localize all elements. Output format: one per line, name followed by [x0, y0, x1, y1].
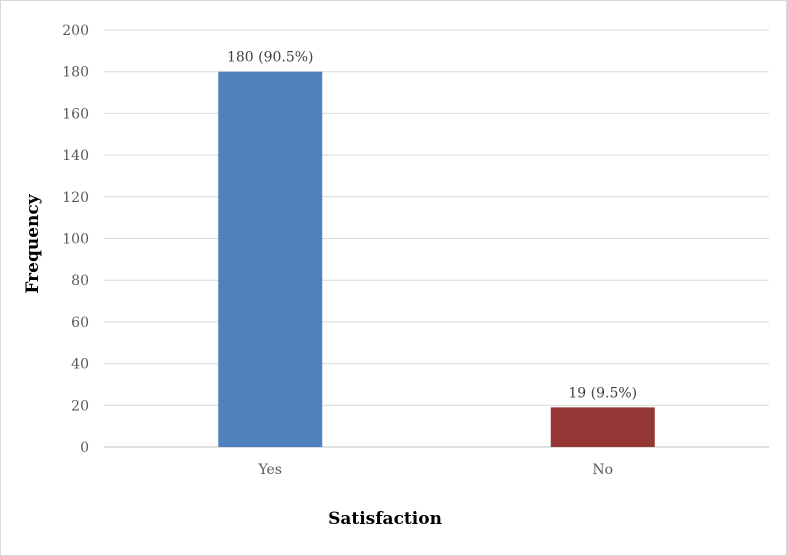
x-tick-label: Yes	[258, 462, 283, 478]
y-tick-label: 180	[62, 65, 89, 81]
y-tick-label: 0	[80, 440, 89, 456]
y-tick-label: 120	[62, 190, 89, 206]
y-tick-label: 200	[62, 23, 89, 39]
y-axis-ticks: 0 20 40 60 80 100 120 140 160 180 200	[62, 23, 89, 456]
y-tick-label: 20	[71, 398, 89, 414]
y-axis-title: Frequency	[23, 193, 43, 293]
y-tick-label: 40	[71, 357, 89, 373]
y-tick-label: 80	[71, 273, 89, 289]
gridlines	[104, 29, 769, 448]
x-axis-ticks: Yes No	[258, 462, 614, 478]
x-tick-label: No	[592, 462, 613, 478]
bars	[218, 71, 655, 447]
data-label: 180 (90.5%)	[227, 50, 314, 66]
y-tick-label: 140	[62, 148, 89, 164]
bar-yes	[218, 71, 323, 447]
data-label: 19 (9.5%)	[568, 385, 637, 401]
x-axis-title: Satisfaction	[328, 509, 442, 529]
y-tick-label: 160	[62, 106, 89, 122]
bar-no	[550, 407, 655, 447]
y-tick-label: 60	[71, 315, 89, 331]
data-labels: 180 (90.5%) 19 (9.5%)	[227, 50, 637, 402]
y-tick-label: 100	[62, 232, 89, 248]
